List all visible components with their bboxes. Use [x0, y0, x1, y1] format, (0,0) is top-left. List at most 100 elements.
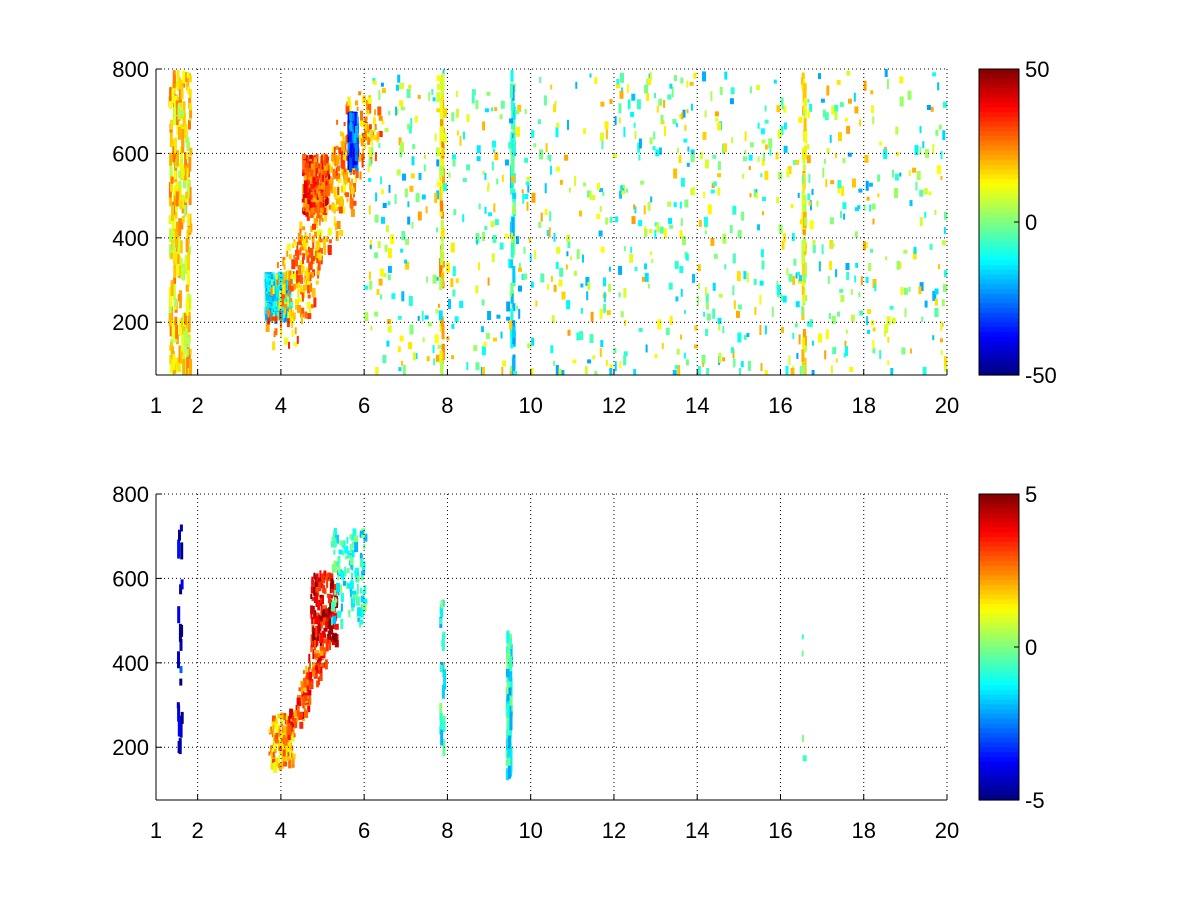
heatmap-cell — [944, 270, 947, 278]
heatmap-cell — [306, 253, 310, 263]
heatmap-cell — [399, 147, 403, 158]
heatmap-cell — [179, 345, 183, 364]
heatmap-cell — [481, 346, 486, 356]
heatmap-cell — [802, 164, 806, 171]
heatmap-cell — [358, 134, 362, 142]
heatmap-cell — [273, 285, 276, 295]
heatmap-cell — [702, 71, 706, 82]
heatmap-cell — [515, 110, 520, 115]
heatmap-cell — [759, 325, 762, 335]
heatmap-cell — [838, 132, 842, 142]
heatmap-cell — [374, 311, 379, 317]
heatmap-cell — [284, 337, 289, 345]
heatmap-cell — [452, 159, 456, 167]
heatmap-cell — [265, 277, 270, 285]
heatmap-cell — [268, 751, 271, 756]
heatmap-cell — [424, 315, 429, 320]
heatmap-cell — [484, 226, 488, 230]
heatmap-cell — [818, 73, 821, 80]
heatmap-cell — [187, 245, 191, 255]
heatmap-cell — [656, 105, 659, 113]
heatmap-cell — [309, 307, 311, 316]
heatmap-cell — [405, 261, 410, 270]
heatmap-cell — [816, 200, 819, 207]
heatmap-cell — [291, 735, 295, 742]
heatmap-cell — [506, 693, 510, 701]
heatmap-cell — [550, 165, 552, 175]
heatmap-cell — [587, 359, 592, 364]
heatmap-cell — [760, 128, 765, 135]
heatmap-cell — [326, 175, 328, 182]
heatmap-cell — [395, 84, 399, 91]
heatmap-cell — [314, 587, 318, 595]
heatmap-cell — [712, 282, 716, 291]
heatmap-cell — [850, 314, 855, 322]
heatmap-cell — [337, 565, 340, 573]
heatmap-cell — [316, 680, 319, 688]
heatmap-cell — [388, 110, 391, 115]
heatmap-cell — [826, 85, 830, 96]
x-tick-label: 1 — [150, 393, 162, 418]
heatmap-cell — [296, 274, 299, 284]
heatmap-cell — [354, 570, 358, 577]
heatmap-cell — [482, 121, 486, 131]
heatmap-cell — [415, 353, 418, 360]
heatmap-cell — [634, 206, 637, 214]
heatmap-cell — [505, 159, 509, 166]
heatmap-cell — [179, 723, 183, 738]
heatmap-cell — [608, 283, 612, 292]
heatmap-cell — [504, 233, 509, 238]
heatmap-cell — [863, 80, 867, 91]
heatmap-cell — [704, 110, 707, 118]
colorbar-segment — [979, 355, 1019, 362]
heatmap-cell — [483, 341, 487, 347]
heatmap-cell — [659, 226, 664, 234]
heatmap-cell — [782, 295, 787, 303]
heatmap-cell — [722, 233, 727, 244]
heatmap-cell — [517, 104, 522, 112]
heatmap-cell — [342, 155, 345, 160]
heatmap-cell — [319, 201, 323, 212]
heatmap-cell — [322, 647, 327, 655]
y-tick-label: 200 — [112, 735, 149, 760]
heatmap-cell — [363, 130, 367, 141]
heatmap-cell — [278, 273, 283, 280]
heatmap-cell — [932, 143, 935, 154]
heatmap-cell — [832, 347, 837, 355]
heatmap-cell — [486, 185, 489, 192]
heatmap-cell — [273, 300, 276, 310]
heatmap-cell — [338, 147, 342, 155]
heatmap-cell — [298, 711, 303, 720]
heatmap-cell — [894, 188, 898, 198]
colorbar-segment — [979, 155, 1019, 161]
heatmap-cell — [178, 218, 182, 237]
heatmap-cell — [924, 211, 927, 218]
heatmap-cell — [619, 90, 624, 99]
heatmap-cell — [872, 347, 876, 354]
heatmap-cell — [680, 334, 683, 340]
heatmap-cell — [710, 91, 713, 102]
colorbar-segment — [979, 284, 1019, 290]
heatmap-cell — [644, 263, 647, 270]
heatmap-cells — [176, 524, 807, 781]
heatmap-cell — [315, 280, 319, 285]
heatmap-cell — [302, 698, 306, 705]
heatmap-cell — [912, 167, 917, 173]
heatmap-cell — [342, 550, 345, 556]
heatmap-cell — [357, 153, 362, 162]
heatmap-cell — [748, 166, 751, 170]
heatmap-cell — [426, 276, 429, 283]
heatmap-cell — [623, 355, 627, 366]
heatmap-cell — [543, 95, 547, 106]
heatmap-cell — [506, 704, 510, 719]
colorbar-segment — [979, 623, 1019, 629]
heatmap-cell — [343, 542, 346, 550]
heatmap-cell — [299, 721, 304, 729]
colorbar-segment — [979, 795, 1019, 801]
heatmap-cell — [530, 281, 534, 288]
heatmap-cell — [302, 153, 307, 159]
heatmap-cell — [697, 264, 701, 272]
colorbar-segment — [979, 202, 1019, 209]
heatmap-cell — [304, 183, 309, 194]
heatmap-cell — [172, 146, 176, 163]
